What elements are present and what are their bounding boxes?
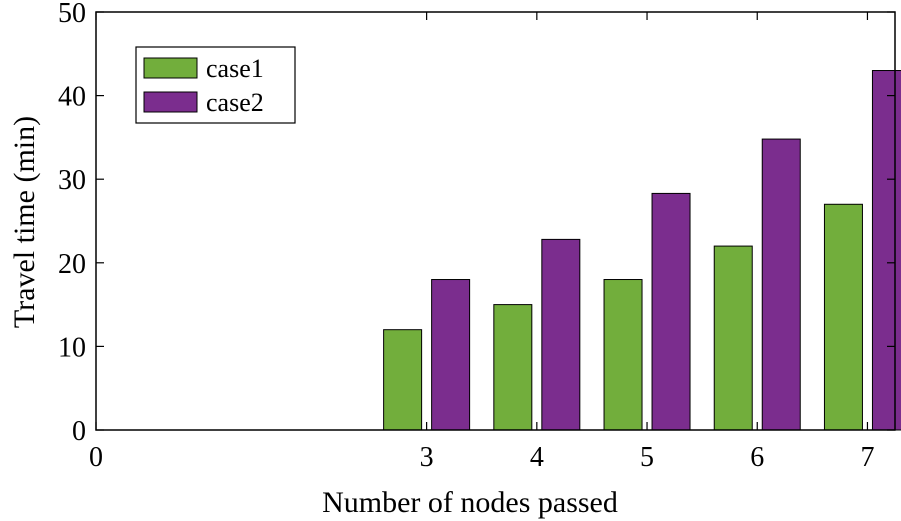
- x-tick-label-7: 7: [860, 442, 874, 473]
- bar-case2-5: [651, 192, 691, 431]
- bar-case1-5: [603, 279, 643, 431]
- x-tick-label-5: 5: [640, 442, 654, 473]
- y-tick-label-50: 50: [58, 0, 86, 29]
- bar-case1-4: [493, 304, 533, 431]
- bar-case2-4: [541, 238, 581, 431]
- plot-frame: [95, 11, 896, 431]
- x-tick-label-6: 6: [750, 442, 764, 473]
- y-tick-label-10: 10: [58, 332, 86, 363]
- bar-case2-6: [761, 138, 801, 431]
- y-tick-label-40: 40: [58, 82, 86, 113]
- y-axis-title: Travel time (min): [8, 116, 41, 328]
- bar-case1-3: [383, 329, 423, 431]
- bar-case1-6: [713, 245, 753, 431]
- bar-case2-7: [871, 70, 901, 431]
- y-tick-label-30: 30: [58, 165, 86, 196]
- legend-label-case2: case2: [206, 88, 264, 117]
- bar-case2-3: [431, 279, 471, 431]
- y-tick-label-0: 0: [72, 416, 86, 447]
- legend-swatch-case2: [143, 91, 198, 113]
- bar-case1-7: [823, 203, 863, 431]
- axis-tick-labels: 0 10 20 30 40 50 0 3 4 5 6 7: [58, 0, 874, 473]
- axis-ticks: [95, 11, 895, 431]
- bars-group: [383, 70, 901, 431]
- x-tick-label-4: 4: [530, 442, 544, 473]
- y-tick-label-20: 20: [58, 249, 86, 280]
- x-tick-label-3: 3: [420, 442, 434, 473]
- legend-swatch-case1: [143, 57, 198, 79]
- x-axis-title: Number of nodes passed: [322, 486, 618, 519]
- legend: case1 case2: [135, 46, 296, 124]
- legend-label-case1: case1: [206, 54, 264, 83]
- x-tick-label-0: 0: [89, 442, 103, 473]
